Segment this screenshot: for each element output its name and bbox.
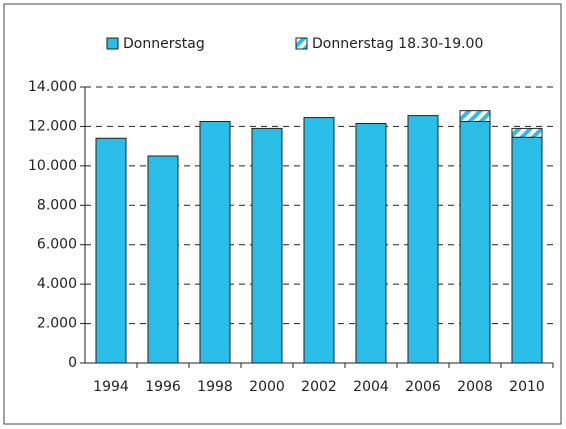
y-tick-label: 0 (68, 355, 77, 371)
x-tick-label: 2004 (353, 379, 389, 395)
legend-swatch (295, 37, 308, 50)
bar (511, 136, 543, 364)
bar (407, 115, 439, 364)
x-tick-label: 2000 (249, 379, 285, 395)
x-tick-label: 2002 (301, 379, 337, 395)
y-tick-label: 6.000 (37, 237, 77, 253)
legend-label: Donnerstag (123, 36, 205, 52)
bar (355, 122, 387, 364)
y-tick-label: 14.000 (28, 79, 77, 95)
bar (459, 121, 491, 364)
legend-label: Donnerstag 18.30-19.00 (312, 36, 483, 52)
y-tick-label: 4.000 (37, 276, 77, 292)
bar (199, 121, 231, 364)
y-tick-label: 10.000 (28, 158, 77, 174)
bar (459, 110, 491, 122)
bar (303, 117, 335, 364)
bar (95, 137, 127, 364)
y-tick-label: 8.000 (37, 197, 77, 213)
y-tick-label: 12.000 (28, 118, 77, 134)
x-tick-label: 2006 (405, 379, 441, 395)
bar (251, 127, 283, 364)
x-tick-label: 2008 (457, 379, 493, 395)
bar (147, 155, 179, 364)
x-tick-label: 1998 (197, 379, 233, 395)
bar (511, 127, 543, 138)
x-tick-label: 1994 (93, 379, 129, 395)
x-tick-label: 1996 (145, 379, 181, 395)
y-tick-label: 2.000 (37, 316, 77, 332)
legend-swatch (106, 37, 119, 50)
x-tick-label: 2010 (509, 379, 545, 395)
